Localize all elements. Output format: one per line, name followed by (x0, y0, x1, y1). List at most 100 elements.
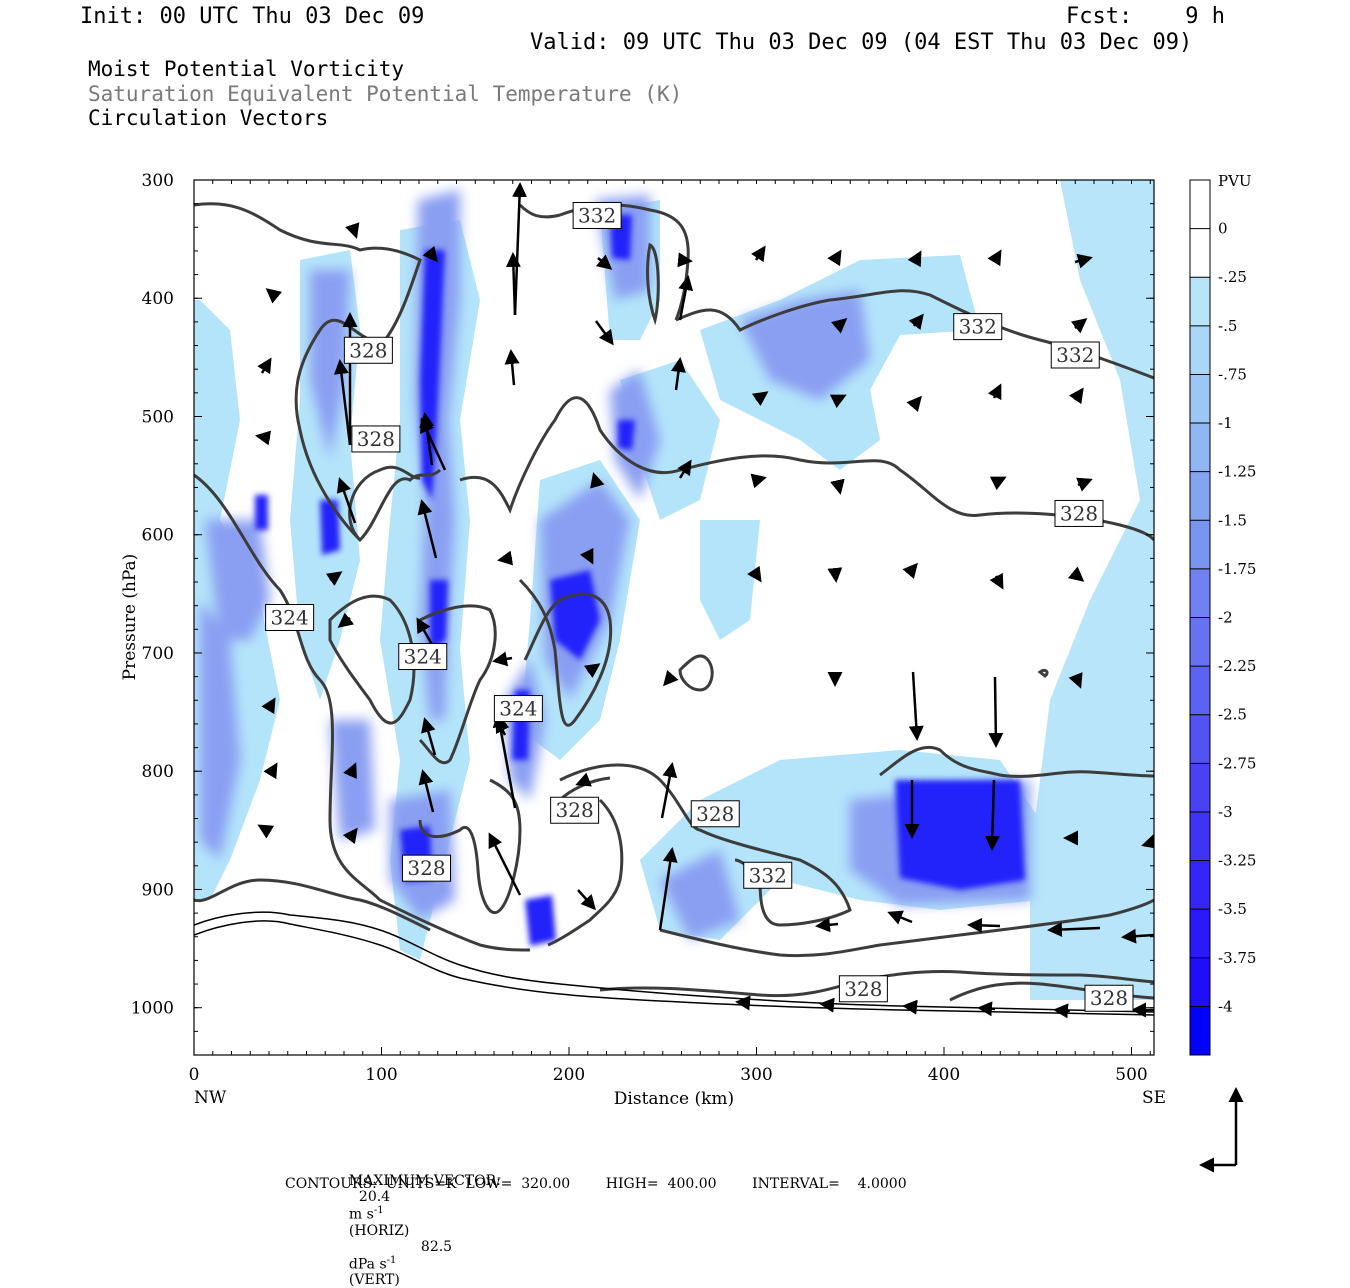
contour-label-box (398, 643, 448, 671)
colorbar-swatch (1190, 374, 1210, 424)
contour-labels: 332 332 332 328 328 328 324 324 324 328 328 332 328 3… (265, 201, 1134, 1012)
colorbar-swatch (1190, 763, 1210, 813)
circulation-vectors (255, 182, 1154, 1019)
colorbar-swatch (1190, 666, 1210, 716)
colorbar-swatch (1190, 909, 1210, 959)
vert-value: 82.5 (420, 1238, 453, 1255)
colorbar-label: -.5 (1218, 317, 1237, 335)
contour-label: 328 (556, 798, 594, 822)
y-tick-label: 700 (142, 644, 174, 664)
colorbar-swatch (1190, 277, 1210, 327)
colorbar-swatch (1190, 1006, 1210, 1056)
x-tick-label: 0 (189, 1065, 200, 1085)
plot-frame (193, 179, 1155, 1056)
contour-label: 328 (349, 338, 387, 362)
max-vector-label: MAXIMUM VECTOR: (348, 1173, 501, 1189)
y-tick-label: 900 (142, 880, 174, 900)
contours-info: CONTOURS: UNITS=K LOW= 320.00 HIGH= 400.… (285, 1176, 907, 1192)
x-tick-label: 200 (553, 1065, 585, 1085)
colorbar-swatch (1190, 617, 1210, 667)
colorbar-label: -1 (1218, 414, 1233, 432)
colorbar-label: -1.5 (1218, 511, 1247, 529)
colorbar-label: -4 (1218, 997, 1233, 1015)
contour-label-box (402, 854, 451, 882)
y-tick-label: 500 (142, 407, 174, 427)
x-axis-label: Distance (km) (614, 1089, 734, 1109)
plot-area: 332 332 332 328 328 328 324 324 324 328 328 332 328 3… (194, 180, 1154, 1055)
contour-label: 324 (271, 606, 309, 630)
horiz-exponent: -1 (373, 1205, 384, 1216)
contour-label: 332 (749, 863, 787, 887)
vert-note: (VERT) (348, 1272, 400, 1288)
colorbar-label: -.25 (1218, 268, 1247, 286)
colorbar-label: -2.75 (1218, 754, 1256, 772)
contour-label: 332 (959, 315, 997, 339)
contour-label-box (265, 604, 315, 631)
nw-label: NW (194, 1088, 227, 1108)
contour-label-box (1054, 499, 1104, 527)
y-tick-label: 400 (142, 289, 174, 309)
contour-label: 328 (1060, 501, 1098, 525)
contour-label-box (1084, 984, 1134, 1012)
colorbar-swatch (1190, 471, 1210, 521)
y-axis-label: Pressure (hPa) (120, 554, 140, 681)
colorbar-label: -2.25 (1218, 657, 1256, 675)
contour-label-box (1050, 341, 1100, 369)
colorbar-label: -2.5 (1218, 706, 1247, 724)
vert-exponent: -1 (386, 1254, 397, 1266)
contour-label-box (572, 201, 622, 229)
colorbar-swatch (1190, 957, 1210, 1007)
y-axis: 300 400 500 600 700 800 900 1000 (131, 171, 1154, 1056)
se-label: SE (1142, 1088, 1166, 1108)
contour-label: 324 (499, 697, 537, 721)
colorbar-label: -3.75 (1218, 949, 1256, 967)
contour-label: 328 (1090, 986, 1128, 1010)
colorbar-label: -2 (1218, 609, 1233, 627)
colorbar-swatch (1190, 860, 1210, 910)
y-tick-label: 800 (142, 762, 174, 782)
y-tick-label: 600 (142, 526, 174, 546)
colorbar-label: -1.25 (1218, 463, 1256, 481)
colorbar-swatch (1190, 568, 1210, 618)
colorbar-unit: PVU (1218, 172, 1252, 190)
contour-label-box (351, 425, 401, 453)
contour-label: 332 (578, 203, 616, 227)
contour-label-box (493, 695, 543, 723)
contour-label: 328 (357, 427, 395, 451)
contour-label: 328 (407, 856, 445, 880)
title-vectors: Circulation Vectors (88, 106, 329, 130)
init-time: Init: 00 UTC Thu 03 Dec 09 (80, 4, 425, 29)
contour-label-box (690, 800, 740, 828)
reference-vector (1199, 1087, 1244, 1173)
x-tick-label: 100 (365, 1065, 397, 1085)
colorbar-label: -.75 (1218, 365, 1247, 383)
colorbar-label: -3.5 (1218, 900, 1247, 918)
colorbar-swatch (1190, 228, 1210, 278)
colorbar-swatch (1190, 714, 1210, 764)
colorbar-label: -3 (1218, 803, 1233, 821)
contour-label-box (550, 796, 600, 824)
colorbar-label: -1.75 (1218, 560, 1256, 578)
colorbar-label: -3.25 (1218, 852, 1256, 870)
contour-label: 328 (696, 802, 734, 826)
valid-time: Valid: 09 UTC Thu 03 Dec 09 (04 EST Thu … (530, 30, 1193, 55)
horiz-note: (HORIZ) (348, 1222, 410, 1239)
title-theta-es: Saturation Equivalent Potential Temperat… (88, 82, 683, 106)
colorbar-swatch (1190, 811, 1210, 862)
contour-label-box (743, 861, 793, 889)
colorbar-label: 0 (1218, 220, 1228, 238)
colorbar-swatch (1190, 325, 1210, 375)
y-tick-label: 1000 (131, 999, 174, 1019)
x-tick-label: 300 (740, 1065, 772, 1085)
contour-label: 332 (1056, 343, 1094, 367)
colorbar-swatch (1190, 520, 1210, 570)
contour-label-box (953, 313, 1003, 341)
contour-label: 328 (844, 977, 882, 1001)
forecast-hour: Fcst: 9 h (1066, 4, 1225, 29)
colorbar-swatch (1190, 180, 1210, 230)
vert-unit: dPa s (348, 1256, 387, 1273)
x-tick-label: 500 (1115, 1065, 1147, 1085)
y-tick-label: 300 (142, 171, 174, 191)
pv-colorbar: 0 -.25 -.5 -.75 -1 -1.25 -1.5 -1.75 -2 -2.25 -2.5 -… (1189, 179, 1256, 1056)
